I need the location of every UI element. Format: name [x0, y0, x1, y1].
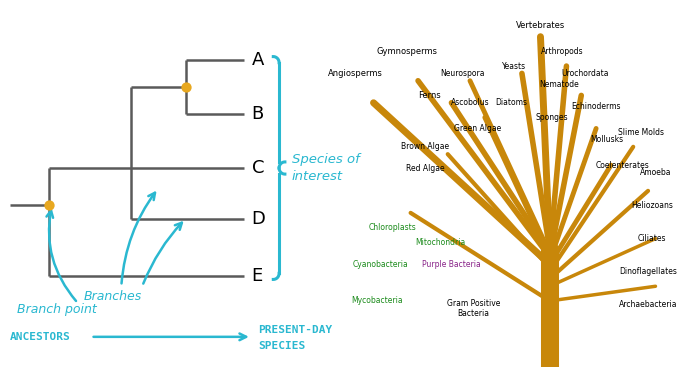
- Text: Branches: Branches: [84, 290, 142, 303]
- Text: Gymnosperms: Gymnosperms: [377, 47, 438, 56]
- Text: C: C: [252, 159, 264, 177]
- Text: A: A: [252, 51, 264, 69]
- Text: Neurospora: Neurospora: [440, 69, 485, 78]
- Text: Coelenterates: Coelenterates: [595, 161, 649, 170]
- Text: ANCESTORS: ANCESTORS: [10, 332, 71, 342]
- Text: Dinoflagellates: Dinoflagellates: [619, 267, 677, 276]
- Text: Mitochondria: Mitochondria: [415, 238, 466, 247]
- Text: Ferns: Ferns: [418, 91, 440, 100]
- Text: Gram Positive
Bacteria: Gram Positive Bacteria: [447, 299, 500, 318]
- Text: Amoeba: Amoeba: [640, 168, 671, 177]
- Text: Vertebrates: Vertebrates: [516, 21, 565, 30]
- Text: Cyanobacteria: Cyanobacteria: [353, 260, 409, 269]
- Text: Red Algae: Red Algae: [406, 164, 445, 173]
- Point: [43, 202, 55, 208]
- Text: PRESENT-DAY: PRESENT-DAY: [258, 325, 332, 335]
- Text: D: D: [252, 210, 265, 228]
- Point: [180, 84, 191, 90]
- Text: Sponges: Sponges: [536, 113, 568, 122]
- Text: Branch point: Branch point: [17, 303, 97, 316]
- Text: Diatoms: Diatoms: [495, 98, 527, 107]
- Text: Angiosperms: Angiosperms: [328, 69, 382, 78]
- Text: Echinoderms: Echinoderms: [571, 102, 621, 111]
- Text: Yeasts: Yeasts: [503, 62, 526, 70]
- Text: Archaebacteria: Archaebacteria: [619, 300, 678, 309]
- Text: Heliozoans: Heliozoans: [631, 201, 673, 210]
- Text: E: E: [252, 267, 263, 285]
- Text: Ciliates: Ciliates: [638, 234, 666, 243]
- Text: Brown Algae: Brown Algae: [401, 142, 449, 151]
- Text: Urochordata: Urochordata: [561, 69, 609, 78]
- Text: Arthropods: Arthropods: [541, 47, 584, 56]
- Text: Species of
interest: Species of interest: [292, 153, 360, 183]
- Text: Purple Bacteria: Purple Bacteria: [422, 260, 481, 269]
- Text: SPECIES: SPECIES: [258, 341, 305, 351]
- Text: Chloroplasts: Chloroplasts: [368, 223, 416, 232]
- Text: Ascobolus: Ascobolus: [451, 98, 489, 107]
- Text: Slime Molds: Slime Molds: [617, 128, 664, 137]
- Text: Green Algae: Green Algae: [454, 124, 501, 133]
- Text: Mycobacteria: Mycobacteria: [351, 297, 403, 305]
- Text: B: B: [252, 105, 264, 123]
- Text: Nematode: Nematode: [539, 80, 579, 89]
- Text: Mollusks: Mollusks: [591, 135, 624, 144]
